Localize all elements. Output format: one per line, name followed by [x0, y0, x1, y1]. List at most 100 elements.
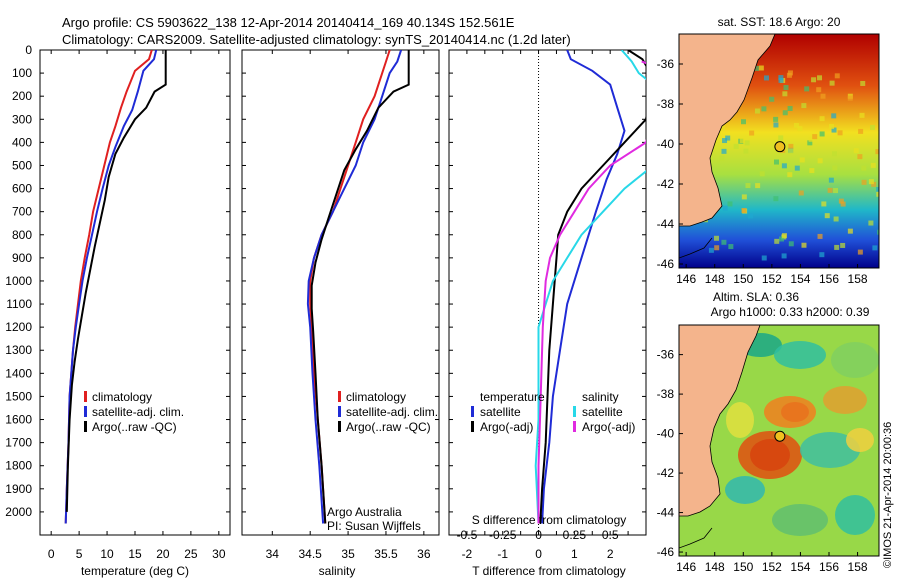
series-line-climatology: [309, 50, 391, 524]
sst-pixel: [788, 148, 794, 154]
series-line-t-satellite: [541, 50, 626, 524]
x-tick-label: -1: [497, 547, 508, 561]
depth-tick-label: 1100: [6, 297, 32, 311]
legend-label-satellite: satellite-adj. clim.: [92, 405, 184, 419]
sst-pixel: [763, 75, 769, 81]
depth-tick-label: 0: [25, 43, 32, 57]
s-tick-label: 0.5: [602, 528, 619, 542]
sst-pixel: [817, 158, 823, 164]
sst-pixel: [819, 116, 825, 122]
sst-pixel: [801, 103, 807, 109]
legend-swatch-climatology: [84, 391, 87, 402]
map-lon-label: 156: [819, 560, 839, 574]
map-lon-label: 150: [733, 272, 753, 286]
map-lat-label: -42: [657, 177, 675, 191]
credit-text: ©IMOS 21-Apr-2014 20:00:36: [882, 422, 894, 568]
sst-pixel: [740, 119, 746, 125]
sst-pixel: [782, 91, 788, 97]
map-lon-label: 154: [790, 560, 810, 574]
sst-pixel: [868, 179, 874, 185]
sst-pixel: [782, 110, 788, 116]
sst-pixel: [708, 247, 714, 253]
x-tick-label: 1: [571, 547, 578, 561]
series-line-satellite-adj-clim-: [306, 50, 403, 524]
legend-heading-salinity: salinity: [582, 390, 619, 404]
sst-pixel: [876, 191, 879, 197]
depth-tick-label: 1300: [5, 343, 32, 357]
legend-swatch-satellite: [338, 406, 341, 417]
map-lon-label: 152: [762, 272, 782, 286]
x-tick-label: 20: [156, 547, 170, 561]
header-line2: Climatology: CARS2009. Satellite-adjuste…: [62, 32, 571, 47]
sst-pixel: [781, 253, 787, 259]
x-tick-label: -2: [462, 547, 473, 561]
sst-pixel: [759, 171, 765, 177]
sla-blobs: [725, 333, 879, 536]
s-tick-label: 0: [535, 528, 542, 542]
difference-legend: temperature satellite Argo(-adj) salinit…: [471, 390, 635, 434]
sst-pixel: [781, 233, 787, 239]
depth-tick-label: 1600: [5, 413, 32, 427]
sst-map-title: sat. SST: 18.6 Argo: 20: [718, 15, 841, 29]
sst-pixel: [721, 239, 727, 245]
t-diff-xlabel: T difference from climatology: [472, 564, 626, 578]
sst-pixel: [872, 245, 878, 251]
sst-pixel: [831, 151, 837, 157]
sst-pixel: [794, 165, 800, 171]
sst-pixel: [870, 124, 876, 130]
sst-map-ticks: 146 148 150 152 154 156 158 -36 -38 -40 -42 -44 -46: [657, 57, 868, 286]
sst-pixel: [741, 194, 747, 200]
depth-tick-label: 1700: [5, 436, 32, 450]
map-lon-label: 152: [762, 560, 782, 574]
legend-label-satellite: satellite-adj. clim.: [346, 405, 438, 419]
pi-label: PI: Susan Wijffels: [327, 519, 421, 533]
sst-pixel: [838, 198, 844, 204]
map-lon-label: 148: [705, 272, 725, 286]
sst-pixel: [774, 238, 780, 244]
sst-pixel: [722, 138, 728, 144]
map-lon-label: 156: [819, 272, 839, 286]
legend-swatch-argo: [338, 421, 341, 432]
series-line-s-argo-adj-: [537, 60, 646, 524]
sst-pixel: [727, 201, 733, 207]
profile-lines: [64, 50, 646, 524]
sst-pixel: [857, 249, 863, 255]
sst-pixel: [725, 135, 731, 141]
legend-label-climatology: climatology: [92, 390, 152, 404]
sst-pixel: [739, 138, 745, 144]
tasmania-coast: [679, 527, 713, 549]
map-lon-label: 146: [676, 272, 696, 286]
sst-pixel: [824, 213, 830, 219]
sst-pixel: [833, 216, 839, 222]
sla-map-title-2: Argo h1000: 0.33 h2000: 0.39: [711, 305, 870, 319]
map-lat-label: -38: [657, 97, 675, 111]
salinity-panel: [241, 49, 440, 536]
depth-tick-label: 400: [12, 135, 32, 149]
sst-pixel: [817, 233, 823, 239]
sst-pixel: [741, 207, 747, 213]
argo-location-marker: [774, 141, 786, 153]
sst-pixel: [793, 122, 799, 128]
sst-pixel: [840, 242, 846, 248]
sst-pixel: [744, 140, 750, 146]
x-tick-label: 15: [128, 547, 142, 561]
sst-pixel: [721, 148, 727, 154]
depth-tick-label: 1200: [5, 320, 32, 334]
map-lat-label: -38: [657, 387, 675, 401]
x-tick-label: 34.5: [299, 547, 323, 561]
sst-pixel: [761, 106, 767, 112]
sst-pixel: [817, 75, 823, 81]
sst-pixel: [781, 163, 787, 169]
sst-pixel: [831, 113, 837, 119]
sst-pixel: [861, 179, 867, 185]
map-lat-label: -44: [657, 506, 675, 520]
sst-pixel: [783, 85, 789, 91]
sst-pixel: [755, 183, 761, 189]
sst-pixel: [847, 95, 853, 101]
series-line-argo-raw-qc-: [65, 50, 167, 512]
sst-pixel: [788, 143, 794, 149]
series-line-s-satellite: [534, 50, 646, 524]
depth-tick-label: 700: [12, 205, 32, 219]
sla-map-frame: [678, 324, 880, 557]
